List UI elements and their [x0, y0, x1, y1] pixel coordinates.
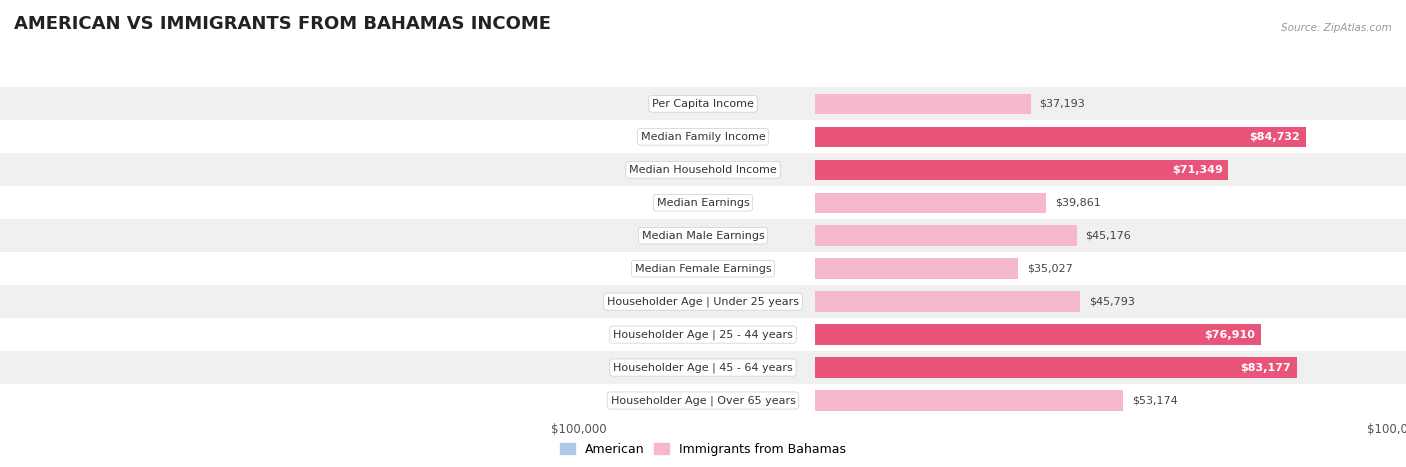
Bar — [0, 219, 591, 252]
Bar — [815, 87, 1406, 120]
Bar — [591, 285, 815, 318]
Bar — [815, 325, 1261, 345]
Text: $37,193: $37,193 — [1039, 99, 1085, 109]
Bar — [0, 186, 591, 219]
Bar — [591, 384, 815, 417]
Bar — [815, 153, 1406, 186]
Text: Per Capita Income: Per Capita Income — [652, 99, 754, 109]
Bar — [591, 186, 815, 219]
Bar — [815, 384, 1406, 417]
Bar — [0, 285, 591, 318]
Bar — [591, 351, 815, 384]
Bar — [0, 153, 591, 186]
Bar — [815, 357, 1296, 378]
Bar — [815, 258, 1018, 279]
Bar — [815, 120, 1406, 153]
Text: Householder Age | 45 - 64 years: Householder Age | 45 - 64 years — [613, 362, 793, 373]
Bar — [815, 192, 1046, 213]
Bar — [815, 160, 1229, 180]
Bar — [591, 120, 815, 153]
Bar — [815, 252, 1406, 285]
Bar — [0, 252, 591, 285]
Bar — [0, 87, 591, 120]
Bar — [591, 252, 815, 285]
Text: $45,176: $45,176 — [1085, 231, 1132, 241]
Text: $71,349: $71,349 — [1171, 165, 1223, 175]
Bar — [591, 87, 815, 120]
Text: $53,174: $53,174 — [1132, 396, 1178, 405]
Text: AMERICAN VS IMMIGRANTS FROM BAHAMAS INCOME: AMERICAN VS IMMIGRANTS FROM BAHAMAS INCO… — [14, 14, 551, 33]
Bar — [815, 219, 1406, 252]
Text: $39,861: $39,861 — [1054, 198, 1101, 208]
Bar — [815, 127, 1306, 147]
Bar — [815, 285, 1406, 318]
Bar — [815, 318, 1406, 351]
Bar — [591, 318, 815, 351]
Bar — [815, 390, 1123, 411]
Text: Median Male Earnings: Median Male Earnings — [641, 231, 765, 241]
Text: $35,027: $35,027 — [1026, 264, 1073, 274]
Text: Householder Age | Under 25 years: Householder Age | Under 25 years — [607, 297, 799, 307]
Text: Median Earnings: Median Earnings — [657, 198, 749, 208]
Bar — [815, 226, 1077, 246]
Text: Source: ZipAtlas.com: Source: ZipAtlas.com — [1281, 23, 1392, 33]
Text: Householder Age | 25 - 44 years: Householder Age | 25 - 44 years — [613, 329, 793, 340]
Bar — [591, 153, 815, 186]
Bar — [815, 93, 1031, 114]
Bar — [0, 318, 591, 351]
Bar — [0, 120, 591, 153]
Bar — [0, 351, 591, 384]
Bar — [815, 291, 1080, 312]
Text: $76,910: $76,910 — [1204, 330, 1256, 340]
Text: Median Family Income: Median Family Income — [641, 132, 765, 142]
Text: $45,793: $45,793 — [1090, 297, 1135, 307]
Bar — [0, 384, 591, 417]
Text: $83,177: $83,177 — [1240, 362, 1291, 373]
Text: Median Female Earnings: Median Female Earnings — [634, 264, 772, 274]
Text: Householder Age | Over 65 years: Householder Age | Over 65 years — [610, 395, 796, 406]
Text: $84,732: $84,732 — [1250, 132, 1301, 142]
Legend: American, Immigrants from Bahamas: American, Immigrants from Bahamas — [555, 438, 851, 461]
Bar — [815, 351, 1406, 384]
Text: Median Household Income: Median Household Income — [628, 165, 778, 175]
Bar — [591, 219, 815, 252]
Bar — [815, 186, 1406, 219]
